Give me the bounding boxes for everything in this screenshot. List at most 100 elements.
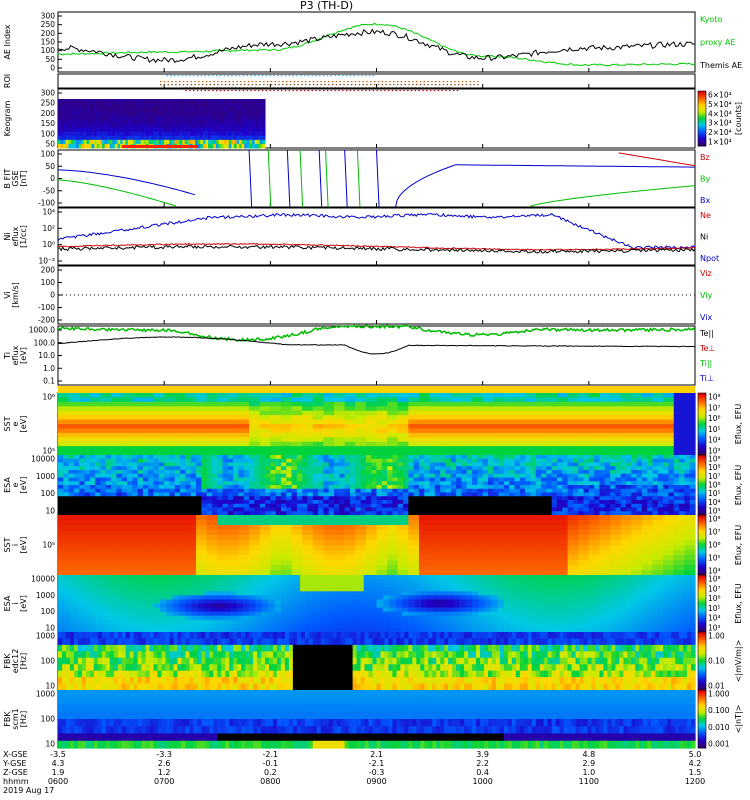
colorbar-title: <|mV/m|>: [734, 640, 743, 683]
roi-mark: [361, 90, 363, 92]
legend-temperature: Te⊥: [699, 344, 715, 353]
roi-mark: [196, 75, 199, 77]
roi-mark: [338, 90, 340, 92]
roi-mark: [342, 75, 344, 77]
roi-mark: [307, 87, 310, 89]
ephemeris-value: 5.0: [689, 750, 702, 759]
roi-mark: [442, 84, 445, 86]
roi-mark: [201, 81, 204, 83]
roi-mark: [381, 84, 383, 86]
ytick-label: 100: [41, 715, 56, 724]
ytick-label: 10000: [31, 575, 55, 584]
roi-mark: [433, 90, 436, 92]
ytick-label: 100: [41, 278, 56, 287]
ytick-label: 10⁰: [42, 240, 55, 249]
roi-mark: [334, 75, 336, 77]
roi-mark: [385, 81, 387, 83]
panel-ylabel-fbk_e: FBK: [3, 653, 12, 669]
te-series: [57, 336, 696, 355]
roi-mark: [254, 75, 256, 77]
roi-mark: [273, 75, 275, 77]
roi-mark: [433, 87, 436, 89]
ephemeris-value: 1.9: [52, 768, 65, 777]
roi-mark: [200, 90, 203, 92]
ephemeris-value: 1100: [579, 777, 599, 786]
roi-mark: [289, 81, 292, 83]
b-spike: [344, 149, 348, 208]
roi-mark: [227, 75, 229, 77]
roi-mark: [213, 81, 215, 83]
panel-ylabel-density: eflux: [11, 226, 20, 246]
colorbar-tick: 0.01: [708, 682, 725, 691]
roi-mark: [412, 81, 414, 83]
fbk_e_cb: [697, 631, 707, 691]
roi-mark: [343, 84, 345, 86]
ytick-label: 300: [41, 12, 56, 21]
ephemeris-value: 1000: [472, 777, 492, 786]
roi-mark: [362, 84, 364, 86]
roi-mark: [449, 90, 451, 92]
roi-mark: [280, 75, 283, 77]
roi-mark: [351, 81, 353, 83]
roi-mark: [349, 87, 352, 89]
legend-bfield: Bx: [700, 196, 710, 205]
roi-mark: [423, 84, 426, 86]
ytick-label: 10⁶: [42, 393, 55, 402]
roi-mark: [477, 81, 479, 83]
roi-mark: [465, 84, 468, 86]
roi-mark: [273, 90, 275, 92]
roi-mark: [354, 84, 357, 86]
roi-mark: [473, 81, 475, 83]
roi-mark: [209, 84, 212, 86]
roi-mark: [263, 84, 265, 86]
roi-mark: [179, 81, 181, 83]
legend-density: Ne: [700, 211, 711, 220]
roi-mark: [163, 81, 166, 83]
colorbar-tick: 1×10⁴: [708, 138, 732, 147]
roi-mark: [205, 81, 208, 83]
roi-mark: [322, 75, 325, 77]
b-spike: [325, 149, 329, 208]
roi-mark: [358, 84, 361, 86]
roi-mark: [274, 81, 276, 83]
ytick-label: 50: [45, 162, 55, 171]
ytick-label: 250: [41, 99, 56, 108]
roi-mark: [208, 87, 210, 89]
roi-mark: [330, 87, 333, 89]
roi-mark: [280, 87, 283, 89]
ytick-label: 10²: [42, 224, 55, 233]
roi-mark: [221, 81, 223, 83]
roi-mark: [300, 75, 302, 77]
roi-mark: [419, 81, 422, 83]
roi-mark: [452, 90, 455, 92]
roi-mark: [244, 81, 246, 83]
roi-mark: [385, 84, 387, 86]
legend-velocity: Viy: [700, 291, 713, 300]
roi-mark: [376, 90, 378, 92]
roi-mark: [334, 87, 336, 89]
roi-mark: [395, 90, 398, 92]
roi-mark: [204, 75, 206, 77]
legend-temperature: Ti⊥: [699, 374, 714, 383]
roi-mark: [175, 84, 177, 86]
ephemeris-value: 0600: [48, 777, 68, 786]
roi-mark: [407, 87, 409, 89]
roi-mark: [189, 87, 191, 89]
colorbar-tick: 10⁸: [708, 515, 721, 524]
roi-mark: [446, 84, 448, 86]
panel-ylabel-sst_e: SST: [3, 416, 12, 431]
roi-mark: [185, 90, 187, 92]
roi-mark: [465, 81, 468, 83]
ephemeris-value: -0.3: [369, 768, 385, 777]
roi-mark: [198, 84, 200, 86]
legend-temperature: Ti||: [699, 359, 712, 368]
roi-mark: [223, 75, 226, 77]
colorbar-tick: 10⁵: [708, 425, 721, 434]
legend-ae: proxy AE: [700, 38, 735, 47]
roi-mark: [446, 81, 448, 83]
roi-mark: [293, 84, 296, 86]
ephemeris-label: hhmm: [3, 777, 29, 786]
roi-mark: [380, 87, 382, 89]
ytick-label: 100: [41, 607, 56, 616]
roi-mark: [345, 90, 348, 92]
